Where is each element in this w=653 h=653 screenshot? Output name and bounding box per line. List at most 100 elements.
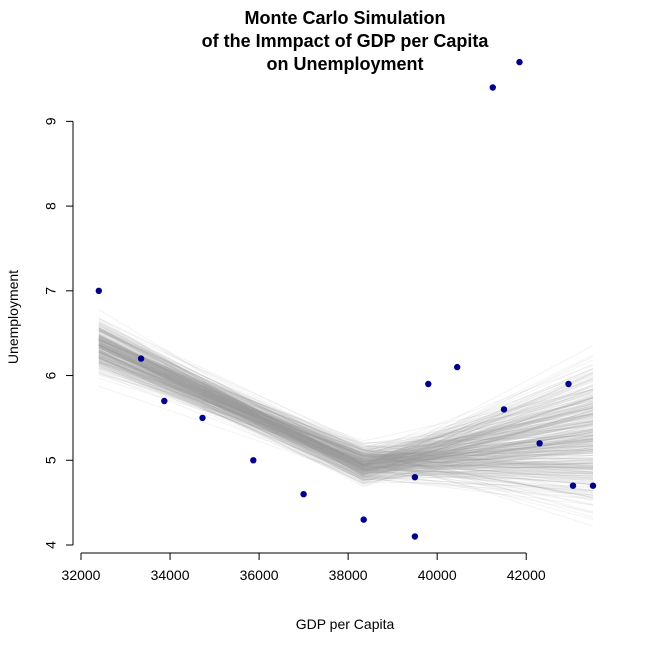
simulation-line [98, 344, 594, 454]
x-tick-label: 42000 [507, 567, 546, 583]
simulation-line [98, 373, 594, 444]
simulation-line [98, 357, 594, 467]
simulation-line [98, 336, 594, 479]
simulation-line [98, 330, 594, 472]
simulation-line [98, 357, 594, 485]
y-axis-label: Unemployment [5, 270, 21, 364]
simulation-line [98, 343, 594, 467]
simulation-line [98, 367, 594, 466]
simulation-line [98, 359, 594, 474]
simulation-line [98, 337, 594, 496]
simulation-line [98, 360, 594, 527]
x-tick-label: 32000 [62, 567, 101, 583]
simulation-line [98, 340, 594, 464]
simulation-line [98, 341, 594, 487]
simulation-line [98, 344, 594, 470]
simulation-line [98, 342, 594, 452]
simulation-line [98, 345, 594, 469]
simulation-line [98, 324, 594, 467]
simulation-line [98, 343, 594, 485]
simulation-line [98, 345, 594, 442]
x-tick-label: 36000 [240, 567, 279, 583]
simulation-line [98, 342, 594, 465]
simulation-line [98, 339, 594, 471]
simulation-line [98, 318, 594, 457]
simulation-line [98, 362, 594, 478]
simulation-line [98, 345, 594, 499]
simulation-line [164, 351, 594, 456]
simulation-line [164, 377, 594, 451]
simulation-line [98, 343, 594, 473]
simulation-line [98, 367, 594, 468]
simulation-line [98, 317, 594, 501]
simulation-line [98, 344, 594, 471]
simulation-line [202, 388, 594, 470]
simulation-line [98, 351, 594, 470]
simulation-line [98, 358, 594, 454]
simulation-line [98, 337, 594, 474]
data-point [360, 516, 367, 523]
simulation-line [98, 344, 594, 465]
simulation-line [98, 336, 594, 468]
simulation-line [98, 357, 594, 475]
simulation-line [98, 342, 594, 464]
simulation-line [98, 344, 594, 452]
simulation-line [140, 377, 594, 469]
simulation-line [98, 340, 594, 460]
simulation-line [98, 347, 594, 473]
simulation-line [98, 343, 594, 468]
simulation-line [98, 354, 594, 491]
simulation-line [202, 379, 594, 476]
simulation-line [98, 361, 594, 481]
simulation-line [98, 342, 594, 466]
simulation-line [98, 329, 594, 465]
simulation-line [98, 335, 594, 468]
y-tick-label: 9 [43, 117, 59, 125]
simulation-line [164, 383, 594, 480]
simulation-line [98, 330, 594, 473]
simulation-line [98, 355, 594, 478]
simulation-line [98, 326, 594, 459]
simulation-line [98, 353, 594, 462]
simulation-line [98, 358, 594, 465]
simulation-line [98, 336, 594, 467]
simulation-line [98, 344, 594, 467]
simulation-line [98, 327, 594, 467]
simulation-line [98, 346, 594, 468]
simulation-line [98, 338, 594, 461]
simulation-line [98, 360, 594, 473]
data-point [536, 440, 543, 447]
simulation-line [98, 351, 594, 475]
simulation-line [164, 374, 594, 505]
simulation-line [98, 347, 594, 465]
simulation-line [98, 349, 594, 457]
simulation-line [98, 337, 594, 471]
simulation-line [98, 345, 594, 480]
data-point [411, 474, 419, 481]
simulation-line [98, 352, 594, 473]
simulation-line [98, 338, 594, 469]
simulation-line [98, 356, 594, 476]
simulation-line [98, 348, 594, 464]
simulation-line [98, 339, 594, 470]
simulation-line [98, 335, 594, 458]
simulation-line [98, 349, 594, 482]
simulation-line [98, 360, 594, 477]
simulation-line [202, 405, 594, 465]
simulation-line [98, 346, 594, 472]
simulation-line [98, 354, 594, 457]
simulation-line [98, 346, 594, 475]
simulation-line [98, 350, 594, 468]
simulation-line [98, 328, 594, 492]
simulation-line [202, 389, 594, 456]
simulation-line [98, 329, 594, 466]
simulation-line [98, 346, 594, 448]
simulation-line [98, 343, 594, 500]
simulation-line [98, 338, 594, 481]
simulation-line [98, 354, 594, 469]
simulation-line [98, 341, 594, 466]
simulation-line [98, 345, 594, 457]
simulation-line [98, 359, 594, 461]
simulation-line [98, 339, 594, 472]
simulation-line [98, 356, 594, 484]
